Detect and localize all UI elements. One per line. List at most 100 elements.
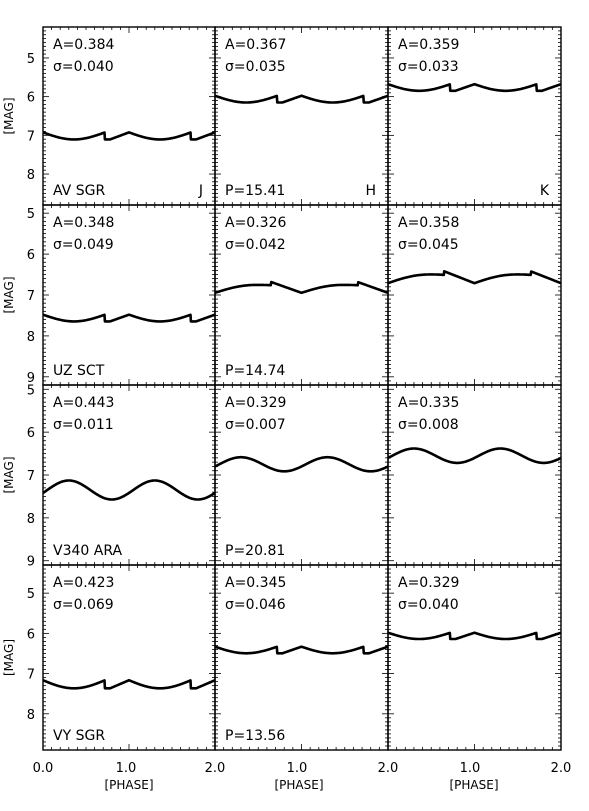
panel-frame bbox=[214, 26, 389, 206]
amplitude-label: A=0.358 bbox=[398, 215, 459, 231]
amplitude-label: A=0.443 bbox=[53, 395, 114, 411]
panel-4-3: A=0.329 σ=0.040 bbox=[387, 564, 562, 751]
sigma-label: σ=0.045 bbox=[398, 237, 459, 253]
amplitude-label: A=0.359 bbox=[398, 37, 459, 53]
panel-4-1: 5 6 7 8 A=0.423 σ=0.069 VY SGR bbox=[27, 564, 216, 751]
y-tick-label: 5 bbox=[27, 207, 35, 222]
period-label: P=15.41 bbox=[225, 183, 285, 199]
panel-frame bbox=[387, 204, 562, 386]
y-tick-label: 5 bbox=[27, 383, 35, 398]
star-name-label: AV SGR bbox=[53, 183, 105, 199]
band-label: K bbox=[540, 183, 550, 199]
sigma-label: σ=0.040 bbox=[53, 59, 114, 75]
amplitude-label: A=0.348 bbox=[53, 215, 114, 231]
y-tick-label: 6 bbox=[27, 248, 35, 263]
amplitude-label: A=0.326 bbox=[225, 215, 286, 231]
panel-frame bbox=[42, 204, 216, 386]
period-label: P=14.74 bbox=[225, 363, 285, 379]
y-tick-label: 6 bbox=[27, 91, 35, 106]
y-tick-label: 5 bbox=[27, 587, 35, 602]
sigma-label: σ=0.011 bbox=[53, 417, 114, 433]
y-tick-label: 6 bbox=[27, 426, 35, 441]
y-tick-label: 6 bbox=[27, 627, 35, 642]
amplitude-label: A=0.423 bbox=[53, 575, 114, 591]
x-tick-label: 1.0 bbox=[116, 761, 137, 776]
light-curve-series bbox=[42, 131, 216, 141]
amplitude-label: A=0.329 bbox=[398, 575, 459, 591]
x-axis-label: [PHASE] bbox=[449, 778, 498, 792]
light-curve-series bbox=[214, 94, 389, 104]
y-tick-label: 7 bbox=[27, 289, 35, 304]
x-tick-label: 1.0 bbox=[460, 761, 481, 776]
y-tick-label: 9 bbox=[27, 555, 35, 570]
x-tick-label: 2.0 bbox=[551, 761, 572, 776]
x-tick-label: 2.0 bbox=[378, 761, 399, 776]
amplitude-label: A=0.345 bbox=[225, 575, 286, 591]
panel-2-1: 5 6 7 8 9 A=0.348 σ=0.049 UZ SCT bbox=[27, 204, 216, 386]
x-tick-label: 0.0 bbox=[33, 761, 54, 776]
panel-frame bbox=[214, 204, 389, 386]
panel-2-3: A=0.358 σ=0.045 bbox=[387, 204, 562, 386]
light-curve-series bbox=[387, 631, 562, 641]
y-tick-label: 9 bbox=[27, 371, 35, 386]
sigma-label: σ=0.046 bbox=[225, 597, 286, 613]
light-curve-series bbox=[387, 447, 562, 465]
period-label: P=20.81 bbox=[225, 543, 285, 559]
y-tick-label: 8 bbox=[27, 168, 35, 183]
panel-3-3: A=0.335 σ=0.008 bbox=[387, 384, 562, 566]
y-axis-label: [MAG] bbox=[2, 276, 16, 313]
band-label: J bbox=[198, 183, 203, 199]
panel-2-2: A=0.326 σ=0.042 P=14.74 bbox=[214, 204, 389, 386]
panel-frame bbox=[387, 564, 562, 751]
amplitude-label: A=0.367 bbox=[225, 37, 286, 53]
sigma-label: σ=0.008 bbox=[398, 417, 459, 433]
star-name-label: V340 ARA bbox=[53, 543, 122, 559]
sigma-label: σ=0.069 bbox=[53, 597, 114, 613]
amplitude-label: A=0.335 bbox=[398, 395, 459, 411]
panel-1-2: A=0.367 σ=0.035 P=15.41 H bbox=[214, 26, 389, 206]
amplitude-label: A=0.329 bbox=[225, 395, 286, 411]
light-curve-series bbox=[214, 645, 389, 655]
sigma-label: σ=0.049 bbox=[53, 237, 114, 253]
panel-frame bbox=[42, 564, 216, 751]
y-axis-label: [MAG] bbox=[2, 639, 16, 676]
light-curve-series bbox=[387, 270, 562, 285]
panel-1-3: A=0.359 σ=0.033 K bbox=[387, 26, 562, 206]
sigma-label: σ=0.007 bbox=[225, 417, 286, 433]
y-tick-label: 7 bbox=[27, 668, 35, 683]
panel-4-2: A=0.345 σ=0.046 P=13.56 bbox=[214, 564, 389, 751]
light-curve-series bbox=[42, 313, 216, 323]
light-curve-series bbox=[214, 280, 389, 295]
y-axis-label: [MAG] bbox=[2, 97, 16, 134]
sigma-label: σ=0.033 bbox=[398, 59, 459, 75]
light-curve-series bbox=[42, 678, 216, 690]
sigma-label: σ=0.035 bbox=[225, 59, 286, 75]
light-curve-series bbox=[387, 82, 562, 93]
y-tick-label: 7 bbox=[27, 129, 35, 144]
x-axis-label: [PHASE] bbox=[274, 778, 323, 792]
panel-frame bbox=[214, 384, 389, 566]
y-tick-label: 5 bbox=[27, 52, 35, 67]
x-tick-label: 2.0 bbox=[205, 761, 226, 776]
sigma-label: σ=0.040 bbox=[398, 597, 459, 613]
x-axis-label: [PHASE] bbox=[104, 778, 153, 792]
light-curve-series bbox=[42, 479, 216, 501]
panel-frame bbox=[387, 26, 562, 206]
sigma-label: σ=0.042 bbox=[225, 237, 286, 253]
y-axis-label: [MAG] bbox=[2, 456, 16, 493]
panel-3-2: A=0.329 σ=0.007 P=20.81 bbox=[214, 384, 389, 566]
amplitude-label: A=0.384 bbox=[53, 37, 114, 53]
y-tick-label: 8 bbox=[27, 708, 35, 723]
star-name-label: VY SGR bbox=[53, 728, 105, 744]
light-curve-series bbox=[214, 455, 389, 473]
panel-3-1: 5 6 7 8 9 A=0.443 σ=0.011 V340 ARA bbox=[27, 383, 216, 570]
x-tick-label: 1.0 bbox=[287, 761, 308, 776]
y-tick-label: 8 bbox=[27, 330, 35, 345]
star-name-label: UZ SCT bbox=[53, 363, 105, 379]
panel-frame bbox=[214, 564, 389, 751]
panel-1-1: 5 6 7 8 A=0.384 σ=0.040 AV SGR J bbox=[27, 26, 216, 206]
panel-frame bbox=[42, 26, 216, 206]
period-label: P=13.56 bbox=[225, 728, 285, 744]
y-tick-label: 8 bbox=[27, 512, 35, 527]
